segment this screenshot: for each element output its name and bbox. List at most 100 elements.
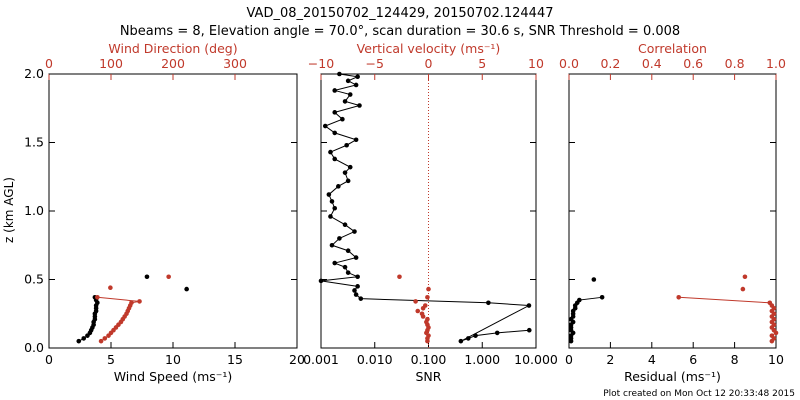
top-x-axis-label: Correlation (638, 41, 707, 56)
panel-snr: 0.001 0.010 0.100 1.000 10.000 SNR −10 −5 0 5 10 Ve… (303, 41, 558, 384)
data-point (425, 316, 430, 322)
chart-title-line2: Nbeams = 8, Elevation angle = 70.0°, sca… (120, 24, 680, 39)
data-point (357, 103, 362, 108)
data-point (426, 286, 431, 292)
data-point (137, 299, 142, 304)
data-point (108, 285, 113, 291)
y-tick-label: 0.5 (24, 272, 44, 287)
bottom-x-tick-label: 10 (165, 352, 181, 367)
bottom-x-axis-label: Residual (ms⁻¹) (624, 369, 721, 384)
data-point (336, 184, 341, 189)
data-point (465, 336, 471, 341)
data-point (81, 336, 87, 341)
data-point (358, 296, 364, 301)
data-point (129, 300, 134, 306)
data-point (76, 338, 82, 344)
data-point (347, 164, 353, 170)
data-point (184, 286, 189, 292)
top-x-tick-label: −5 (366, 56, 384, 71)
data-point (332, 260, 338, 266)
data-point (329, 242, 335, 248)
top-x-tick-label: 0 (45, 56, 53, 71)
data-point (337, 236, 342, 241)
y-axis-label: z (km AGL) (2, 177, 16, 243)
bottom-x-tick-label: 8 (731, 352, 739, 367)
top-x-tick-label: 10 (528, 56, 544, 71)
bottom-x-tick-label: 4 (648, 352, 656, 367)
top-x-tick-label: 0 (425, 56, 433, 71)
data-point (526, 303, 532, 308)
data-point (767, 300, 773, 306)
top-x-axis-label: Vertical velocity (ms⁻¹) (357, 41, 501, 56)
bottom-x-axis-label: SNR (416, 369, 442, 384)
bottom-x-tick-label: 0 (45, 352, 53, 367)
data-point (332, 205, 338, 211)
data-point (332, 110, 338, 115)
data-point (355, 74, 360, 80)
data-point (353, 255, 359, 260)
data-point (332, 156, 338, 162)
bottom-x-tick-label: 15 (227, 352, 243, 367)
data-point (740, 286, 746, 292)
data-point (318, 278, 324, 284)
data-point (577, 297, 582, 303)
top-x-tick-label: −10 (308, 56, 334, 71)
data-point (353, 292, 359, 297)
data-point (742, 274, 748, 280)
top-x-axis-label: Wind Direction (deg) (108, 41, 237, 56)
bottom-x-tick-label: 5 (107, 352, 115, 367)
top-x-tick-label: 200 (161, 56, 185, 71)
data-point (344, 142, 349, 148)
data-point (340, 116, 345, 122)
bottom-x-tick-label: 0 (565, 352, 573, 367)
data-point (322, 123, 328, 129)
bottom-x-tick-label: 10 (768, 352, 784, 367)
data-point (425, 295, 430, 300)
top-x-tick-label: 0.0 (559, 56, 579, 71)
top-x-tick-label: 5 (478, 56, 486, 71)
top-x-tick-label: 0.6 (683, 56, 703, 71)
data-point (342, 222, 348, 227)
top-x-tick-label: 0.8 (725, 56, 745, 71)
data-point (599, 295, 605, 300)
data-point (676, 295, 682, 300)
data-point (345, 178, 351, 184)
y-tick-label: 1.5 (24, 135, 44, 150)
data-point (769, 333, 775, 338)
top-x-tick-label: 100 (99, 56, 123, 71)
data-point (352, 288, 357, 293)
data-point (144, 274, 150, 280)
data-point (342, 99, 348, 104)
data-point (526, 327, 532, 333)
panel-residual: 0 2 4 6 8 10 Residual (ms⁻¹) 0.0 0.2 0.4 0.6 0.8 1.0… (559, 41, 786, 384)
bottom-x-tick-label: 6 (689, 352, 697, 367)
series-line (320, 73, 531, 342)
plot-created-footer: Plot created on Mon Oct 12 20:33:48 2015 (603, 389, 795, 399)
data-point (458, 338, 464, 344)
data-point (329, 199, 335, 204)
data-point (352, 229, 357, 234)
bottom-x-tick-label: 1.000 (464, 352, 500, 367)
bottom-x-tick-label: 0.100 (411, 352, 447, 367)
top-x-tick-label: 0.4 (642, 56, 662, 71)
data-point (419, 311, 425, 317)
bottom-x-tick-label: 0.001 (303, 352, 339, 367)
data-point (486, 300, 491, 306)
data-point (473, 333, 478, 338)
data-point (328, 149, 333, 155)
data-point (415, 308, 421, 314)
data-point (353, 137, 359, 143)
bottom-x-tick-label: 0.010 (357, 352, 393, 367)
data-point (102, 336, 108, 341)
top-x-tick-label: 300 (223, 56, 247, 71)
data-point (342, 170, 348, 175)
data-point (397, 274, 402, 280)
data-point (591, 277, 597, 282)
data-point (332, 130, 338, 136)
bottom-x-tick-label: 10.000 (514, 352, 558, 367)
bottom-x-tick-label: 2 (606, 352, 614, 367)
data-point (166, 274, 171, 280)
